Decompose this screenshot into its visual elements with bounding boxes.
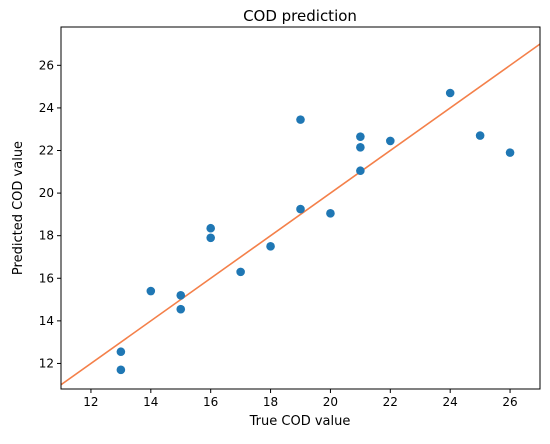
data-point [236, 267, 245, 277]
y-tick-label: 18 [39, 229, 54, 243]
data-point [116, 365, 126, 375]
y-tick-label: 12 [39, 356, 54, 370]
y-tick-label: 16 [39, 271, 54, 285]
plot-area [61, 43, 540, 386]
plot-frame [60, 26, 541, 390]
x-tick-label: 22 [383, 395, 398, 409]
y-tick-label: 20 [39, 186, 54, 200]
data-point [296, 204, 305, 214]
data-point [266, 242, 275, 251]
x-tick-label: 12 [83, 395, 98, 409]
data-point [505, 148, 515, 157]
y-tick-label: 22 [39, 144, 54, 158]
data-point [386, 136, 395, 146]
data-point [475, 131, 485, 140]
x-tick-label: 26 [502, 395, 517, 409]
data-point [176, 291, 186, 300]
y-tick-label: 26 [39, 58, 54, 72]
data-point [356, 132, 365, 141]
x-tick-label: 16 [203, 395, 218, 409]
x-axis: 12 14 16 18 20 22 24 26 [83, 389, 518, 409]
data-point [326, 209, 335, 218]
y-tick-label: 24 [39, 101, 54, 115]
chart-title: COD prediction [243, 7, 357, 25]
data-point [445, 88, 455, 98]
x-tick-label: 24 [443, 395, 458, 409]
data-point [176, 304, 186, 314]
data-point [296, 115, 305, 124]
fit-line [61, 43, 540, 386]
y-axis: 12 14 16 18 20 22 24 26 [39, 58, 61, 370]
data-point [146, 286, 156, 296]
y-axis-title: Predicted COD value [11, 141, 26, 275]
x-axis-title: True COD value [249, 414, 351, 429]
y-tick-label: 14 [39, 314, 54, 328]
x-tick-label: 18 [263, 395, 278, 409]
x-tick-label: 20 [323, 395, 338, 409]
data-point [206, 233, 215, 243]
data-point [356, 166, 365, 176]
data-point [206, 223, 215, 233]
x-tick-label: 14 [143, 395, 158, 409]
data-point [116, 347, 126, 357]
data-point [356, 143, 365, 152]
